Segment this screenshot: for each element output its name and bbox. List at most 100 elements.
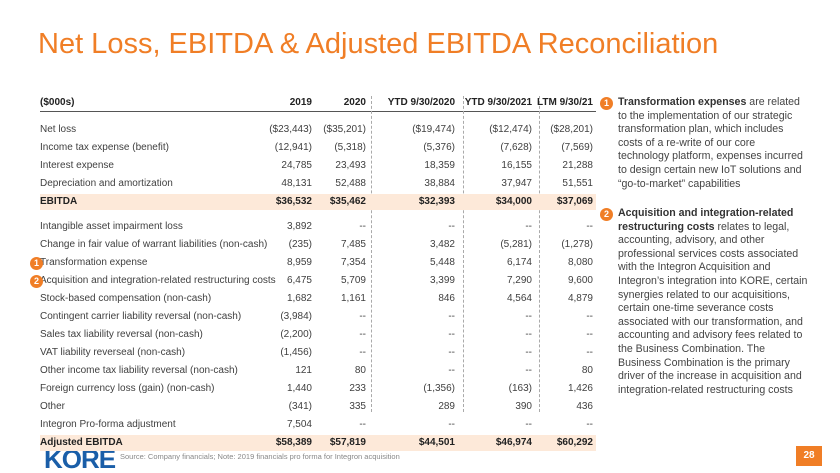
row-value: 121 — [295, 365, 312, 376]
row-value: -- — [359, 329, 366, 340]
row-value: $37,069 — [556, 196, 593, 207]
row-value: 7,354 — [340, 257, 366, 268]
row-label: Stock-based compensation (non-cash) — [40, 293, 212, 304]
row-value: 38,884 — [424, 178, 455, 189]
row-value: -- — [448, 347, 455, 358]
row-value: $58,389 — [275, 437, 312, 448]
row-value: 80 — [581, 365, 593, 376]
row-value: 4,879 — [567, 293, 593, 304]
row-value: 23,493 — [335, 160, 366, 171]
row-value: 7,290 — [506, 275, 532, 286]
row-value: -- — [359, 419, 366, 430]
row-value: -- — [525, 347, 532, 358]
note-text: Acquisition and integration-related rest… — [618, 207, 808, 397]
row-value: 52,488 — [335, 178, 366, 189]
row-value: $46,974 — [495, 437, 532, 448]
row-value: -- — [525, 365, 532, 376]
row-value: (1,456) — [280, 347, 312, 358]
note-bold: Transformation expenses — [618, 96, 747, 108]
note-badge: 2 — [600, 208, 613, 221]
row-value: -- — [448, 329, 455, 340]
row-value: ($12,474) — [489, 124, 532, 135]
row-value: $44,501 — [418, 437, 455, 448]
total-row-bg — [40, 435, 596, 451]
row-label: Change in fair value of warrant liabilit… — [40, 239, 268, 250]
total-row-bg — [40, 194, 596, 210]
header-cell: 2020 — [343, 97, 366, 108]
row-value: $60,292 — [556, 437, 593, 448]
row-value: 3,482 — [429, 239, 455, 250]
header-rule — [40, 111, 596, 112]
row-label: Income tax expense (benefit) — [40, 142, 169, 153]
header-cell: 2019 — [289, 97, 312, 108]
row-value: ($35,201) — [323, 124, 366, 135]
note-bold: Acquisition and integration-related rest… — [618, 207, 794, 233]
row-value: $36,532 — [275, 196, 312, 207]
source-note: Source: Company financials; Note: 2019 f… — [120, 452, 400, 461]
row-label: VAT liability reverseal (non-cash) — [40, 347, 186, 358]
column-divider — [539, 96, 540, 412]
column-divider — [371, 96, 372, 412]
row-value: -- — [586, 221, 593, 232]
row-label: Foreign currency loss (gain) (non-cash) — [40, 383, 215, 394]
row-value: 18,359 — [424, 160, 455, 171]
row-value: (5,376) — [423, 142, 455, 153]
note-text: Transformation expenses are related to t… — [618, 96, 808, 191]
row-value: -- — [359, 347, 366, 358]
row-value: (1,278) — [561, 239, 593, 250]
row-value: 51,551 — [562, 178, 593, 189]
row-label: Integron Pro-forma adjustment — [40, 419, 176, 430]
row-value: -- — [525, 419, 532, 430]
row-value: (3,984) — [280, 311, 312, 322]
row-value: 5,709 — [340, 275, 366, 286]
row-value: 846 — [438, 293, 455, 304]
row-value: ($28,201) — [550, 124, 593, 135]
note-body: relates to legal, accounting, advisory, … — [618, 220, 808, 396]
row-value: (12,941) — [274, 142, 312, 153]
note-body: are related to the implementation of our… — [618, 96, 803, 190]
row-value: 21,288 — [562, 160, 593, 171]
row-label: EBITDA — [40, 196, 78, 207]
row-value: 390 — [515, 401, 532, 412]
row-value: 80 — [354, 365, 366, 376]
row-value: -- — [586, 347, 593, 358]
row-value: 7,504 — [286, 419, 312, 430]
row-value: -- — [448, 419, 455, 430]
row-value: 6,475 — [286, 275, 312, 286]
slide-title: Net Loss, EBITDA & Adjusted EBITDA Recon… — [38, 28, 719, 60]
row-value: 48,131 — [281, 178, 312, 189]
row-value: -- — [525, 221, 532, 232]
row-value: (7,569) — [561, 142, 593, 153]
header-cell: YTD 9/30/2020 — [387, 97, 455, 108]
row-value: 5,448 — [429, 257, 455, 268]
row-value: (163) — [508, 383, 532, 394]
row-value: 233 — [349, 383, 366, 394]
header-cell: LTM 9/30/21 — [537, 97, 593, 108]
header-cell: ($000s) — [40, 97, 75, 108]
row-value: 37,947 — [501, 178, 532, 189]
row-value: -- — [586, 329, 593, 340]
row-value: 1,161 — [340, 293, 366, 304]
row-value: 8,959 — [286, 257, 312, 268]
row-value: -- — [359, 221, 366, 232]
note-badge: 1 — [600, 97, 613, 110]
row-value: -- — [586, 419, 593, 430]
row-value: -- — [359, 311, 366, 322]
row-label: Transformation expense — [40, 257, 148, 268]
row-value: $35,462 — [329, 196, 366, 207]
row-label: Depreciation and amortization — [40, 178, 173, 189]
row-label: Net loss — [40, 124, 77, 135]
row-badge: 1 — [30, 257, 43, 270]
row-value: (235) — [288, 239, 312, 250]
row-value: -- — [525, 311, 532, 322]
row-label: Acquisition and integration-related rest… — [40, 275, 276, 286]
header-cell: YTD 9/30/2021 — [464, 97, 532, 108]
row-value: ($23,443) — [269, 124, 312, 135]
row-value: 1,682 — [286, 293, 312, 304]
row-value: 3,892 — [286, 221, 312, 232]
row-value: 6,174 — [506, 257, 532, 268]
row-label: Intangible asset impairment loss — [40, 221, 183, 232]
row-value: 8,080 — [567, 257, 593, 268]
row-value: 1,440 — [286, 383, 312, 394]
row-value: (2,200) — [280, 329, 312, 340]
